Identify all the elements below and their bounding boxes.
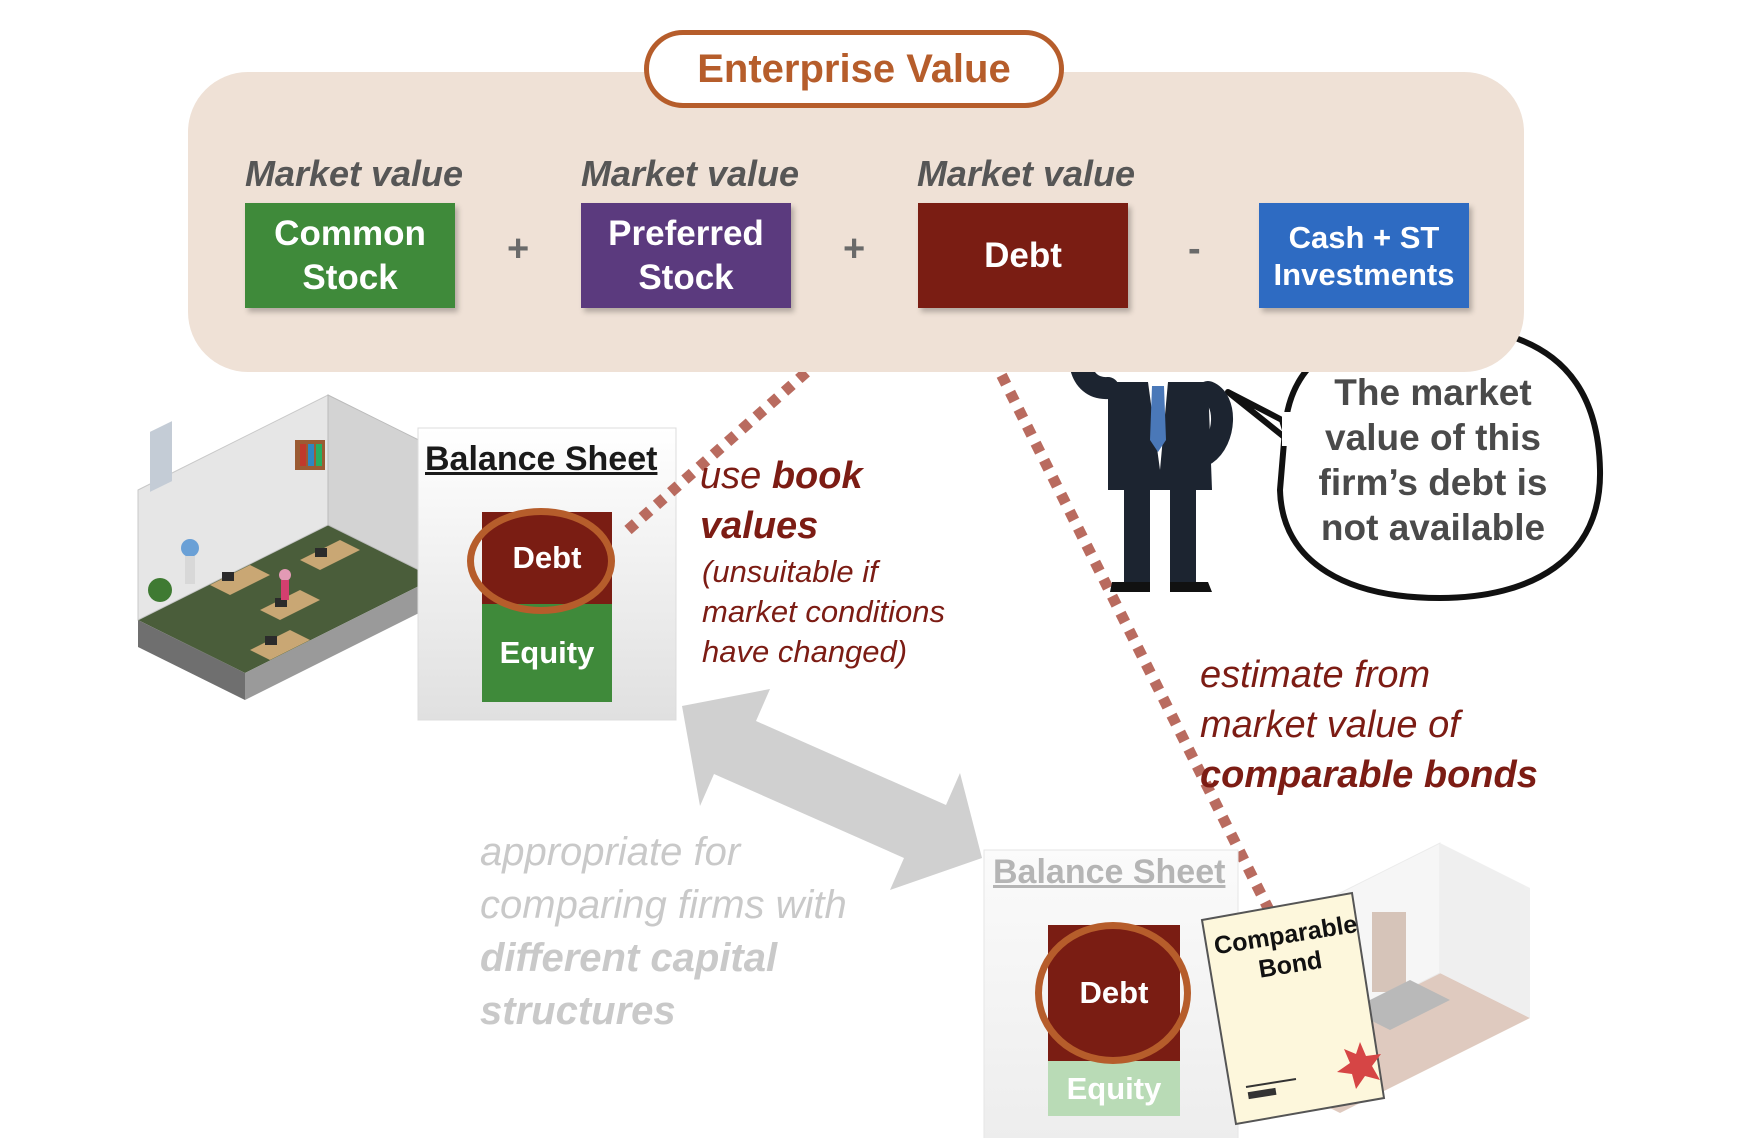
book-values-paren-line-2: market conditions: [702, 594, 945, 629]
book-values-bold: book: [771, 455, 863, 497]
minus-operator: -: [1188, 228, 1201, 270]
common-stock-box: Common Stock: [245, 203, 455, 308]
preferred-stock-line-2: Stock: [638, 257, 734, 297]
balance-sheet-title-top: Balance Sheet: [425, 440, 658, 478]
plus-operator-2: +: [843, 228, 866, 270]
common-stock-line-1: Common: [274, 213, 426, 253]
comparable-bonds-note: estimate from market value of comparable…: [1200, 650, 1538, 800]
market-value-label-debt: Market value: [916, 153, 1136, 194]
tie-icon: [1150, 386, 1166, 452]
cash-line-1: Cash + ST: [1288, 219, 1440, 255]
book-values-paren-line-1: (unsuitable if: [702, 554, 878, 589]
debt-highlight-circle-bottom: [1035, 922, 1191, 1064]
balance-sheet-equity-top: Equity: [482, 604, 612, 702]
debt-box-label: Debt: [984, 235, 1062, 275]
plus-operator-1: +: [507, 228, 530, 270]
market-value-label-preferred: Market value: [580, 153, 800, 194]
cash-investments-box: Cash + ST Investments: [1259, 203, 1469, 308]
balance-sheet-title-bottom: Balance Sheet: [993, 853, 1226, 891]
book-values-note-line-2: values: [700, 505, 819, 547]
speech-line-1: The market: [1334, 372, 1532, 413]
book-values-paren: (unsuitable if market conditions have ch…: [702, 552, 945, 672]
capital-structure-note: appropriate for comparing firms with dif…: [480, 826, 847, 1038]
comparison-double-arrow: [682, 689, 982, 890]
balance-sheet-equity-bottom: Equity: [1048, 1061, 1180, 1116]
comparable-bond-document: [1200, 891, 1386, 1126]
grey-note-line-2: comparing firms with: [480, 883, 847, 927]
market-value-label-common: Market value: [244, 153, 464, 194]
comparable-note-bold: comparable bonds: [1200, 754, 1538, 796]
book-values-paren-line-3: have changed): [702, 634, 908, 669]
speech-line-3: firm’s debt is: [1318, 462, 1548, 503]
grey-note-line-1: appropriate for: [480, 830, 741, 874]
enterprise-value-title: Enterprise Value: [644, 30, 1064, 108]
grey-note-bold-1: different capital: [480, 936, 778, 980]
balance-sheet-equity-label-top: Equity: [499, 635, 595, 670]
comparable-note-line-2: market value of: [1200, 704, 1460, 746]
seal-icon: [1337, 1042, 1381, 1089]
preferred-stock-box: Preferred Stock: [581, 203, 791, 308]
book-values-note-line-1: use book: [700, 455, 863, 498]
grey-note-bold-2: structures: [480, 989, 676, 1033]
cash-line-2: Investments: [1273, 256, 1455, 292]
speech-bubble-text: The market value of this firm’s debt is …: [1288, 370, 1578, 550]
debt-box: Debt: [918, 203, 1128, 308]
speech-line-4: not available: [1320, 507, 1546, 548]
left-office-illustration: [137, 394, 436, 700]
balance-sheet-equity-label-bottom: Equity: [1066, 1070, 1162, 1106]
debt-highlight-circle-top: [467, 508, 615, 614]
speech-line-2: value of this: [1325, 417, 1541, 458]
preferred-stock-line-1: Preferred: [608, 213, 764, 253]
common-stock-line-2: Stock: [302, 257, 398, 297]
comparable-note-line-1: estimate from: [1200, 654, 1431, 696]
book-values-prefix: use: [700, 455, 772, 497]
